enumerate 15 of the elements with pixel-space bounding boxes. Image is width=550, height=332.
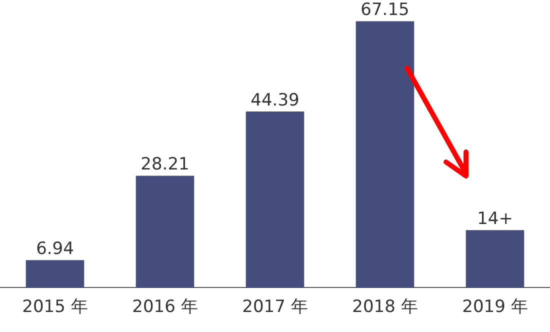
data-label: 67.15 xyxy=(360,0,410,20)
bar xyxy=(26,260,84,288)
data-label: 14+ xyxy=(477,209,513,230)
x-tick-label: 2015 年 xyxy=(22,297,88,318)
bar xyxy=(356,21,414,288)
data-label: 28.21 xyxy=(140,154,190,175)
data-label: 44.39 xyxy=(250,90,300,110)
bar xyxy=(466,230,524,288)
x-tick-label: 2019 年 xyxy=(462,297,528,318)
x-tick-label: 2016 年 xyxy=(132,297,198,318)
x-tick-label: 2017 年 xyxy=(242,297,308,318)
bar xyxy=(246,112,304,288)
bar xyxy=(136,176,194,288)
x-tick-label: 2018 年 xyxy=(352,297,418,318)
data-label: 6.94 xyxy=(36,239,74,259)
